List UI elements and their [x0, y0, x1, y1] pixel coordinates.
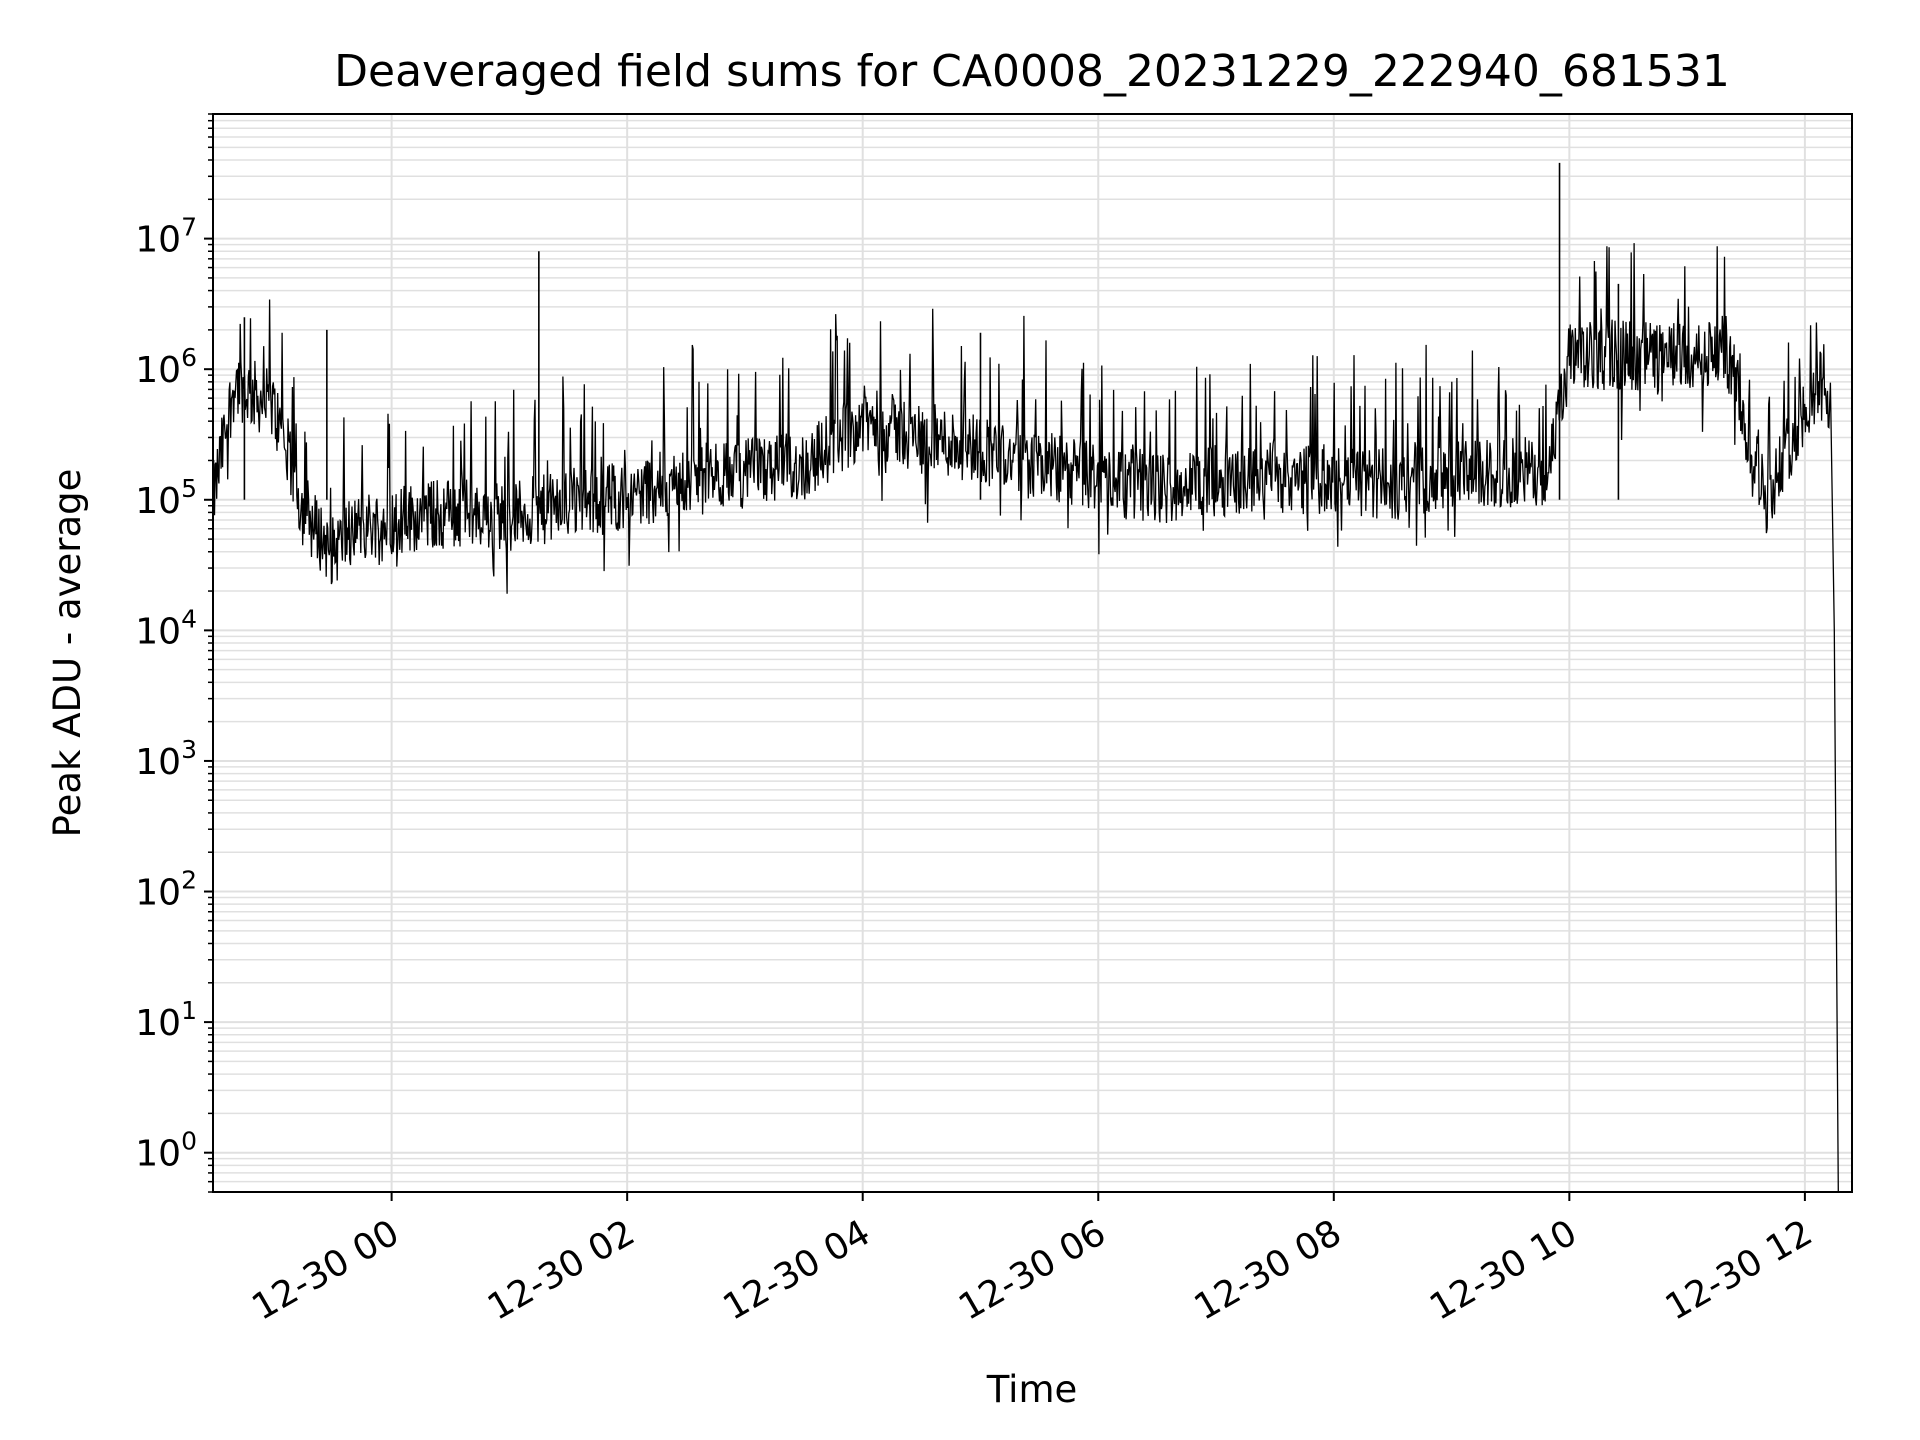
y-tick-label: 103	[135, 735, 197, 783]
y-tick-label: 101	[135, 996, 197, 1044]
plot-frame	[212, 113, 1853, 1193]
y-tick-label: 100	[135, 1127, 197, 1175]
y-tick-label: 105	[135, 474, 197, 522]
series-line	[212, 243, 1839, 1193]
grid	[213, 113, 1852, 1193]
y-tick-label: 107	[135, 213, 197, 261]
y-tick-label: 104	[135, 604, 197, 652]
y-tick-label: 106	[135, 343, 197, 391]
x-axis-label: Time	[986, 1368, 1078, 1411]
y-axis-label: Peak ADU - average	[46, 469, 89, 838]
y-tick-label: 102	[135, 866, 197, 914]
chart-title: Deaveraged field sums for CA0008_2023122…	[334, 46, 1730, 97]
plot-area	[212, 162, 1839, 1193]
